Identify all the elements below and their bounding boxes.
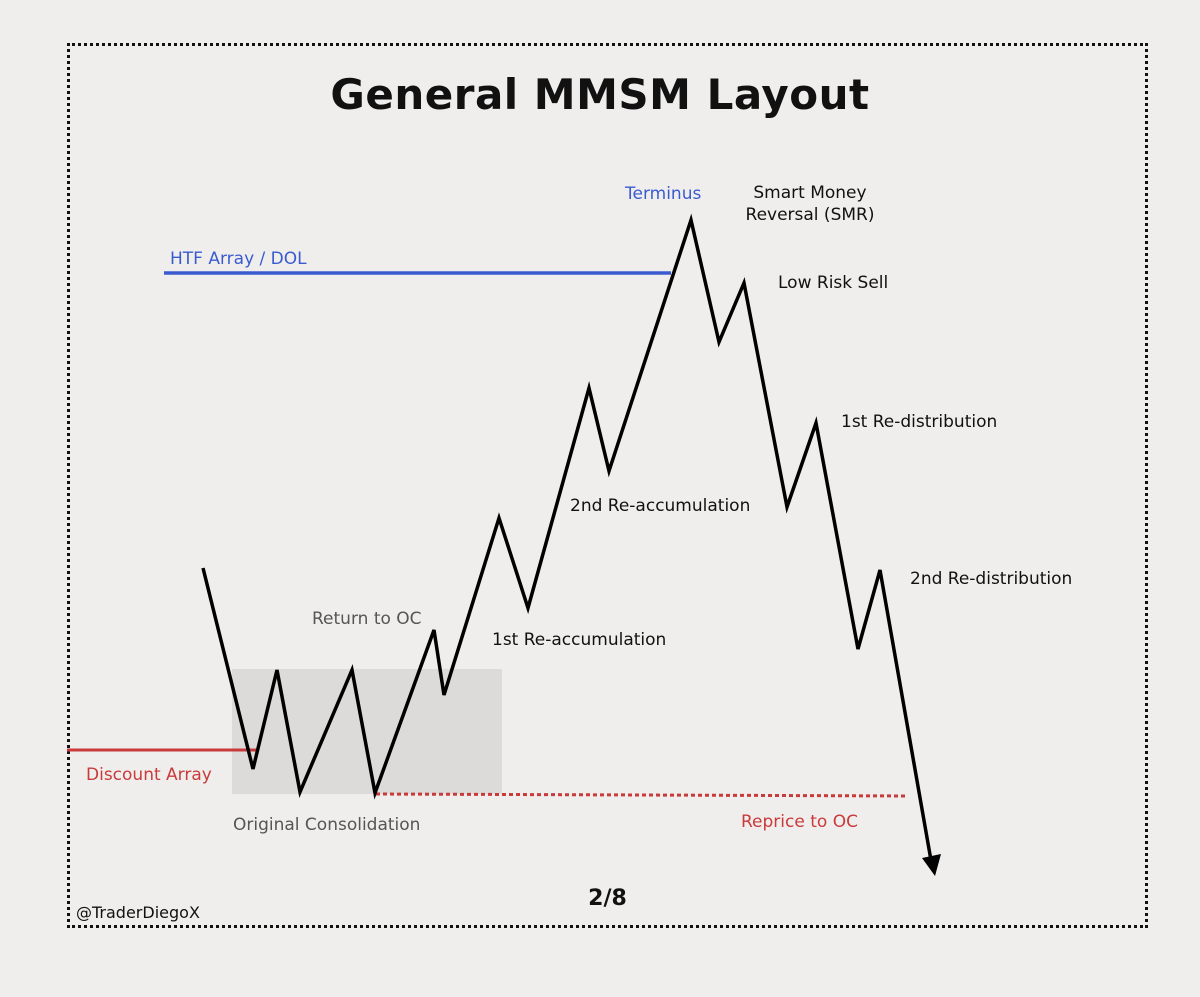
page-title: General MMSM Layout [330, 70, 870, 119]
diagram-frame [67, 43, 1148, 928]
page-number: 2/8 [588, 886, 627, 911]
htf-array-label: HTF Array / DOL [170, 249, 307, 269]
down-arrow-head [922, 854, 941, 876]
reprice-to-oc-line [375, 792, 909, 798]
terminus-label: Terminus [625, 184, 702, 204]
price-path [201, 213, 934, 867]
author-handle: @TraderDiegoX [76, 903, 200, 922]
first-redistribution-label: 1st Re-distribution [841, 412, 998, 432]
first-reaccumulation-label: 1st Re-accumulation [492, 630, 667, 650]
discount-array-label: Discount Array [86, 765, 212, 785]
original-consolidation-label: Original Consolidation [233, 815, 421, 835]
original-consolidation-box [232, 669, 502, 794]
reprice-to-oc-label: Reprice to OC [741, 812, 858, 832]
smr-label-line2: Reversal (SMR) [745, 205, 875, 225]
smr-label-line1: Smart Money [753, 183, 867, 203]
second-reaccumulation-label: 2nd Re-accumulation [570, 496, 751, 516]
low-risk-sell-label: Low Risk Sell [778, 273, 889, 293]
second-redistribution-label: 2nd Re-distribution [910, 569, 1073, 589]
return-to-oc-label: Return to OC [312, 609, 422, 629]
smr-label: Smart Money Reversal (SMR) [744, 182, 876, 226]
